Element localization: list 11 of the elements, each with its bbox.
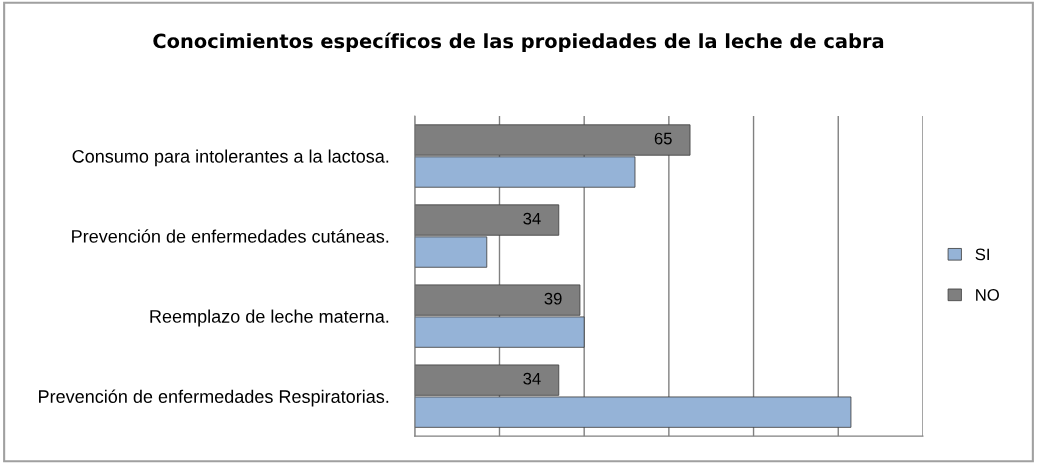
y-tick-label: Prevención de enfermedades cutáneas. [72, 229, 389, 243]
y-tick-label: Consumo para intolerantes a la lactosa. [72, 149, 389, 167]
data-label: 34 [523, 372, 541, 385]
chart-title: Conocimientos específicos de las propiedades de la leche de cabra [153, 32, 884, 53]
y-tick-label: Prevención de enfermedades Respiratorias. [39, 389, 389, 407]
legend-label: NO [976, 289, 999, 301]
y-tick-label: Reemplazo de leche materna. [150, 309, 389, 327]
data-label: 34 [523, 212, 541, 225]
data-label: 39 [544, 292, 562, 305]
legend-label: SI [975, 248, 989, 261]
data-label: 65 [654, 132, 672, 145]
